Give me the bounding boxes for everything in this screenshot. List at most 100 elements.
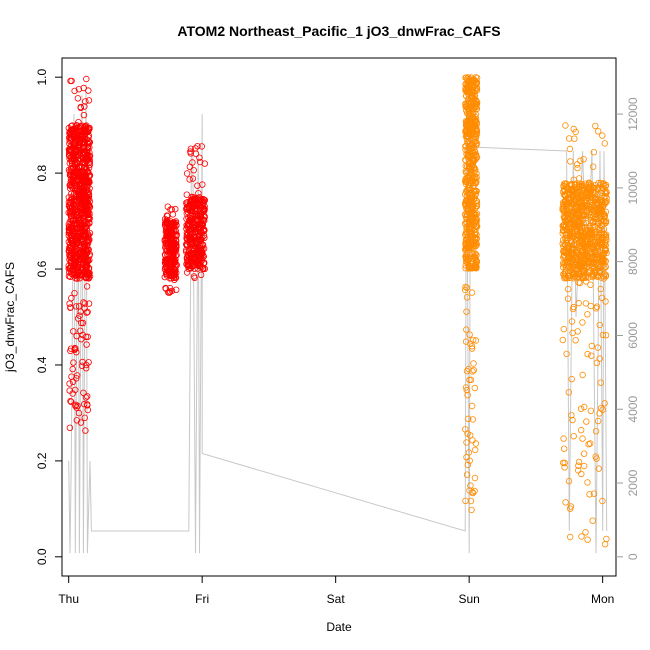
data-point — [562, 122, 569, 129]
data-point — [568, 246, 576, 254]
data-point — [584, 238, 591, 246]
data-point — [463, 177, 470, 185]
data-point — [72, 255, 79, 262]
data-point — [568, 412, 575, 419]
data-point — [589, 517, 596, 524]
data-point — [465, 415, 472, 422]
data-point — [598, 256, 605, 263]
data-point — [472, 190, 480, 198]
y-tick-label: 0.4 — [35, 356, 49, 373]
data-point — [468, 289, 476, 296]
data-point — [590, 163, 597, 170]
data-point — [80, 389, 87, 396]
data-point — [466, 115, 474, 123]
data-point — [472, 118, 479, 125]
data-point — [560, 435, 567, 442]
data-point — [67, 397, 74, 405]
data-point — [67, 347, 74, 355]
data-point — [197, 247, 204, 254]
data-point — [579, 371, 586, 379]
data-point — [585, 229, 593, 236]
data-point — [578, 533, 585, 540]
data-point — [85, 231, 92, 239]
data-point — [81, 233, 88, 240]
data-point — [166, 284, 174, 292]
data-point — [80, 111, 88, 119]
data-point — [582, 193, 589, 200]
data-point — [73, 153, 81, 160]
data-point — [75, 118, 82, 126]
data-point — [472, 262, 480, 269]
data-point — [467, 131, 475, 138]
data-point — [575, 195, 582, 203]
data-point — [198, 143, 205, 150]
data-point — [588, 228, 596, 236]
data-point — [71, 197, 78, 204]
data-point — [565, 389, 572, 396]
data-point — [465, 77, 473, 85]
data-point — [170, 221, 178, 228]
data-point — [473, 170, 480, 177]
data-point — [582, 249, 589, 257]
data-point — [467, 432, 474, 439]
y-tick-label: 0.0 — [35, 548, 49, 565]
data-point — [584, 536, 591, 543]
y2-tick-label: 8000 — [626, 248, 640, 275]
data-point — [580, 450, 588, 457]
data-point — [468, 506, 475, 514]
data-point — [469, 416, 476, 423]
data-point — [82, 365, 90, 372]
data-point — [465, 365, 472, 373]
data-point — [81, 103, 88, 110]
data-point — [560, 183, 567, 190]
data-point — [171, 256, 179, 263]
data-point — [464, 392, 471, 399]
data-point — [468, 166, 475, 173]
data-point — [77, 104, 84, 111]
data-point — [593, 199, 600, 207]
data-point — [582, 274, 589, 281]
x-tick-label: Mon — [591, 592, 614, 606]
y2-tick-label: 6000 — [626, 322, 640, 349]
x-tick-label: Sun — [458, 592, 479, 606]
data-point — [578, 426, 585, 434]
data-point — [72, 161, 79, 168]
data-point — [80, 199, 87, 206]
data-point — [188, 215, 195, 222]
y-tick-label: 1.0 — [35, 69, 49, 86]
data-point — [601, 140, 608, 147]
data-point — [163, 217, 170, 225]
data-point — [567, 230, 574, 238]
data-point — [568, 318, 576, 325]
data-point — [86, 236, 93, 243]
data-point — [74, 95, 82, 102]
data-point — [68, 226, 76, 233]
data-point — [86, 124, 93, 132]
data-point — [583, 253, 590, 260]
data-point — [198, 263, 205, 270]
data-point — [594, 185, 602, 192]
data-point — [599, 497, 606, 505]
data-point — [588, 352, 595, 359]
data-point — [74, 315, 82, 322]
data-point — [182, 205, 190, 213]
data-point — [183, 201, 190, 208]
data-point — [83, 341, 90, 348]
data-point — [577, 182, 584, 190]
data-point — [466, 151, 473, 159]
data-point — [597, 179, 604, 187]
data-point — [471, 179, 478, 186]
data-point — [194, 142, 201, 150]
data-point — [576, 279, 584, 287]
data-point — [85, 300, 93, 307]
data-point — [470, 109, 477, 116]
data-point — [164, 230, 172, 237]
data-point — [187, 145, 195, 152]
data-point — [83, 220, 90, 228]
data-point — [598, 254, 605, 261]
data-point — [586, 491, 593, 498]
y2-axis: 0 2000 4000 6000 8000 10000 12000 — [616, 97, 640, 560]
data-point — [192, 145, 199, 152]
data-point — [589, 218, 597, 225]
data-point — [82, 123, 89, 130]
